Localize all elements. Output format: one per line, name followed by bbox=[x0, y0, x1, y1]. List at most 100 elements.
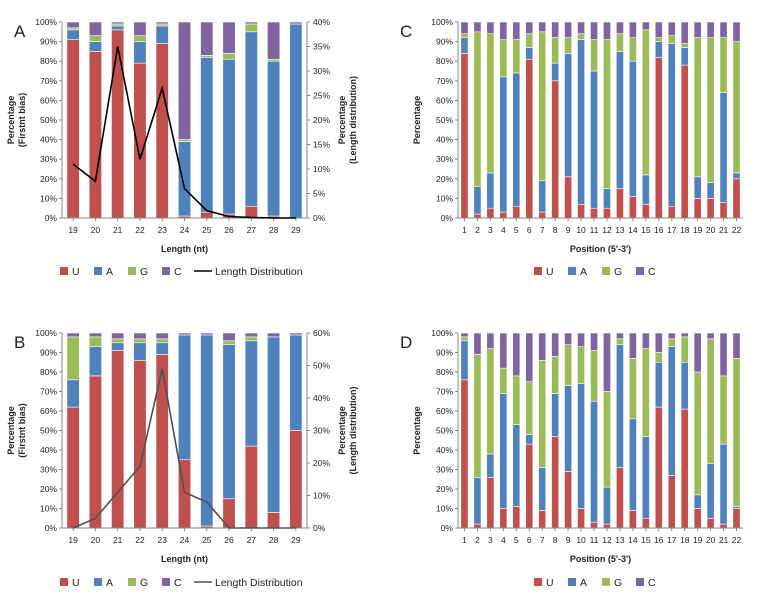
length-distribution-line bbox=[72, 368, 296, 529]
bar-segment-a bbox=[603, 486, 611, 525]
bar-segment-c bbox=[577, 21, 585, 35]
y2-tick-label: 20% bbox=[313, 115, 330, 125]
bar-segment-g bbox=[654, 352, 663, 363]
bar-segment-g bbox=[590, 39, 598, 72]
panel-letter-b: B bbox=[14, 333, 25, 352]
x-tick-label: 8 bbox=[553, 225, 558, 235]
x-tick-label: 24 bbox=[180, 225, 190, 235]
x-tick-label: 22 bbox=[732, 535, 742, 545]
bar-segment-g bbox=[538, 31, 547, 182]
y2-axis-title-line: Percentage bbox=[337, 96, 347, 145]
x-tick-label: 21 bbox=[719, 225, 729, 235]
x-tick-label: 16 bbox=[654, 225, 664, 235]
y-tick-label: 0% bbox=[441, 523, 454, 533]
bar-segment-c bbox=[590, 332, 598, 351]
bar-segment-a bbox=[641, 174, 650, 205]
x-axis-title: Length (nt) bbox=[161, 554, 208, 564]
y2-axis-title-line: Percentage bbox=[337, 406, 347, 455]
x-tick-label: 10 bbox=[576, 225, 586, 235]
bar-segment-c bbox=[486, 332, 495, 349]
x-tick-label: 27 bbox=[247, 225, 257, 235]
y-tick-label: 30% bbox=[40, 154, 57, 164]
bar-segment-g bbox=[460, 33, 469, 38]
x-tick-label: 3 bbox=[488, 225, 493, 235]
legend-swatch-a bbox=[94, 578, 102, 586]
bar-segment-a bbox=[289, 23, 303, 219]
bar-segment-a bbox=[719, 443, 728, 525]
bar-segment-g bbox=[577, 346, 585, 384]
bar-segment-a bbox=[680, 361, 689, 410]
bar-segment-a bbox=[111, 25, 125, 31]
panel-letter-a: A bbox=[14, 22, 26, 41]
bar-segment-u bbox=[732, 508, 741, 529]
panel-letter-c: C bbox=[400, 22, 412, 41]
x-tick-label: 20 bbox=[91, 535, 101, 545]
bar-segment-a bbox=[628, 418, 637, 511]
bar-segment-u bbox=[66, 406, 80, 529]
x-tick-label: 10 bbox=[576, 535, 586, 545]
bar-segment-g bbox=[512, 39, 521, 74]
bar-segment-a bbox=[111, 342, 125, 351]
bar-segment-g bbox=[732, 358, 741, 507]
bar-segment-u bbox=[680, 64, 689, 219]
bar-segment-a bbox=[473, 186, 482, 215]
x-tick-label: 21 bbox=[113, 225, 123, 235]
y-tick-label: 50% bbox=[436, 426, 453, 436]
bar-segment-g bbox=[133, 35, 147, 42]
bar-segment-c bbox=[706, 332, 715, 340]
bar-segment-g bbox=[244, 336, 258, 342]
x-tick-label: 17 bbox=[667, 535, 677, 545]
y-axis-title: Percentage(Firstnt bias) bbox=[6, 93, 27, 148]
bar-segment-g bbox=[525, 33, 534, 48]
bar-segment-a bbox=[512, 72, 521, 207]
bar-segment-u bbox=[564, 176, 573, 219]
bar-segment-u bbox=[473, 213, 482, 219]
bar-segment-c bbox=[628, 21, 637, 38]
bar-segment-a bbox=[66, 29, 80, 40]
bar-segment-g bbox=[654, 37, 663, 42]
bar-segment-c bbox=[222, 332, 236, 342]
bar-segment-a bbox=[88, 346, 102, 377]
bar-segment-c bbox=[732, 21, 741, 42]
x-tick-label: 25 bbox=[202, 535, 212, 545]
bar-segment-g bbox=[88, 336, 102, 347]
y-tick-label: 30% bbox=[436, 465, 453, 475]
bar-segment-a bbox=[551, 62, 560, 82]
bar-segment-u bbox=[719, 202, 728, 219]
bar-segment-u bbox=[66, 39, 80, 219]
bar-segment-u bbox=[577, 508, 585, 529]
panel-letter-d: D bbox=[400, 333, 412, 352]
bar-segment-a bbox=[244, 31, 258, 207]
bar-segment-c bbox=[654, 21, 663, 38]
bar-segment-c bbox=[525, 332, 534, 383]
bar-segment-u bbox=[628, 510, 637, 529]
legend-swatch-c bbox=[162, 267, 170, 275]
y-tick-label: 40% bbox=[436, 445, 453, 455]
y-tick-label: 20% bbox=[436, 484, 453, 494]
bar-segment-g bbox=[499, 367, 508, 394]
length-distribution-line bbox=[72, 46, 296, 219]
bar-segment-g bbox=[706, 37, 715, 184]
bar-segment-a bbox=[200, 56, 214, 213]
bar-segment-c bbox=[667, 332, 676, 340]
y-tick-label: 40% bbox=[40, 135, 57, 145]
bar-segment-a bbox=[667, 346, 676, 476]
x-tick-label: 19 bbox=[68, 535, 78, 545]
bar-segment-g bbox=[473, 354, 482, 478]
bar-segment-u bbox=[641, 203, 650, 219]
bar-segment-u bbox=[486, 207, 495, 219]
x-tick-label: 14 bbox=[628, 535, 638, 545]
bar-segment-a bbox=[267, 336, 281, 513]
x-tick-label: 23 bbox=[157, 225, 167, 235]
x-tick-label: 26 bbox=[224, 225, 234, 235]
bar-segment-c bbox=[732, 332, 741, 359]
bar-segment-c bbox=[512, 332, 521, 377]
bar-segment-c bbox=[667, 21, 676, 37]
y2-tick-label: 10% bbox=[313, 491, 330, 501]
bar-segment-c bbox=[155, 21, 169, 25]
bar-segment-g bbox=[603, 391, 611, 488]
bar-segment-a bbox=[133, 342, 147, 361]
y-tick-label: 60% bbox=[40, 406, 57, 416]
bar-segment-a bbox=[654, 361, 663, 408]
bar-segment-c bbox=[641, 332, 650, 349]
